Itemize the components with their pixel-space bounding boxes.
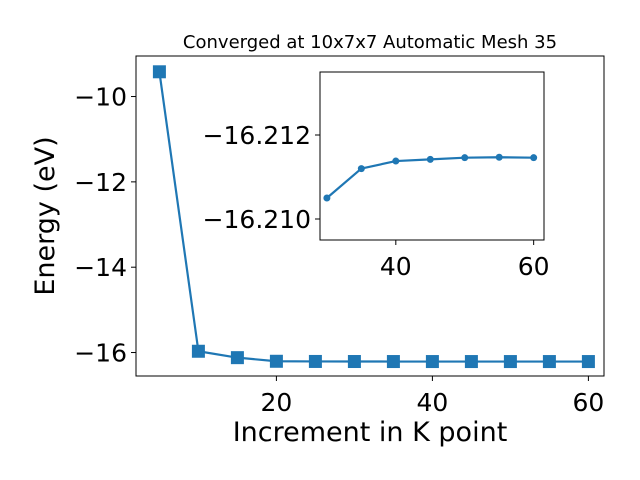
data-point (425, 355, 439, 369)
data-point (530, 154, 538, 162)
inset-x-ticks: 40 60 (380, 240, 550, 281)
data-point (464, 355, 478, 369)
main-chart: Converged at 10x7x7 Automatic Mesh 35 20… (30, 32, 605, 448)
y-tick-label: −14 (74, 253, 127, 282)
inset-background (320, 72, 544, 240)
data-point (392, 157, 400, 165)
data-point (503, 355, 517, 369)
inset-plot-area (323, 153, 538, 202)
inset-y-ticks: −16.212 −16.210 (203, 121, 320, 234)
data-point (347, 355, 361, 369)
inset-chart: 40 60 −16.212 −16.210 (203, 71, 550, 281)
x-tick-label: 60 (518, 252, 550, 281)
data-point (230, 351, 244, 365)
y-tick-label: −16 (74, 339, 127, 368)
x-tick-label: 60 (572, 388, 604, 417)
y-tick-label: −10 (74, 83, 127, 112)
y-axis-label: Energy (eV) (30, 136, 61, 295)
main-axes-frame (135, 55, 605, 377)
main-y-ticks: −10 −12 −14 −16 (74, 83, 136, 368)
x-tick-label: 40 (416, 388, 448, 417)
data-point (426, 155, 434, 163)
main-plot-area (152, 65, 595, 369)
data-point (357, 165, 365, 173)
inset-axes-frame (319, 71, 545, 241)
data-point (581, 355, 595, 369)
x-axis-label: Increment in K point (233, 417, 508, 448)
data-point (308, 354, 322, 368)
data-point (495, 153, 503, 161)
data-point (386, 355, 400, 369)
data-point (269, 354, 283, 368)
data-point (191, 344, 205, 358)
data-point (461, 154, 469, 162)
main-x-ticks: 20 40 60 (260, 376, 604, 417)
data-point (323, 194, 331, 202)
x-tick-label: 40 (380, 252, 412, 281)
x-tick-label: 20 (260, 388, 292, 417)
chart-title: Converged at 10x7x7 Automatic Mesh 35 (183, 32, 557, 53)
y-tick-label: −12 (74, 168, 127, 197)
data-point (152, 65, 166, 79)
y-tick-label: −16.210 (203, 205, 311, 234)
data-point (542, 355, 556, 369)
y-tick-label: −16.212 (203, 121, 311, 150)
